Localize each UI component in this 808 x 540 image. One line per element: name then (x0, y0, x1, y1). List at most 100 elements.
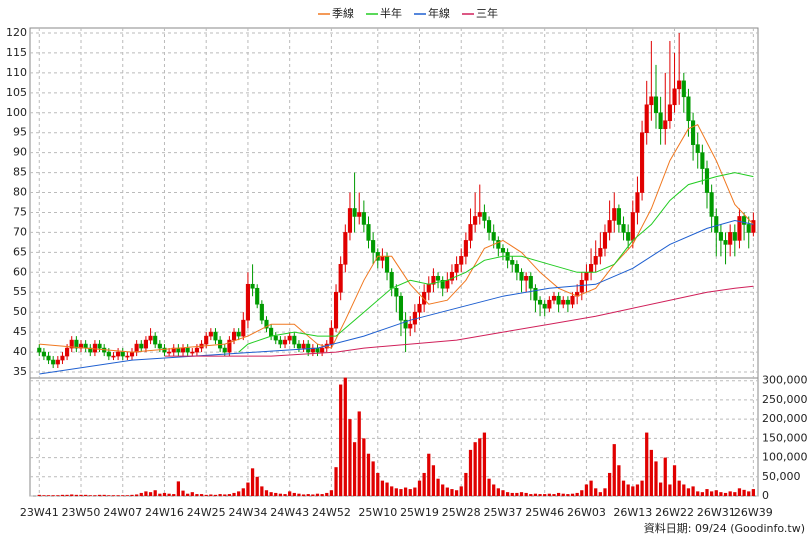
candle-body (343, 232, 348, 265)
volume-bar (274, 492, 278, 496)
candle-body (426, 283, 431, 293)
candle-body (681, 80, 686, 98)
candle-body (700, 152, 705, 169)
candle-body (449, 272, 455, 281)
candle-body (644, 104, 649, 134)
candle-body (236, 331, 241, 337)
volume-bar (56, 495, 60, 496)
candle-body (626, 232, 631, 241)
volume-bar (492, 484, 496, 496)
volume-bar (46, 495, 51, 496)
y2-tick-label: 200,000 (762, 412, 808, 425)
volume-bar (552, 494, 556, 496)
volume-bar (686, 488, 691, 496)
volume-bar (533, 493, 538, 496)
y-tick-label: 100 (6, 106, 27, 119)
candle-body (723, 240, 728, 245)
volume-bar (640, 480, 644, 496)
volume-bar (352, 442, 357, 496)
volume-bar (524, 492, 528, 496)
volume-bar (635, 484, 640, 496)
volume-bar (362, 438, 366, 496)
volume-bar (478, 438, 482, 496)
candle-body (231, 331, 237, 341)
volume-bar (751, 489, 755, 496)
y-tick-label: 75 (13, 205, 27, 218)
volume-bar (153, 490, 157, 496)
volume-bar (51, 495, 55, 496)
volume-bar (176, 481, 181, 496)
volume-bar (348, 419, 352, 496)
candle-body (338, 264, 343, 293)
candle-body (538, 299, 543, 305)
volume-bar (311, 494, 315, 496)
y-tick-label: 70 (13, 225, 27, 238)
volume-bar (227, 494, 232, 496)
candle-body (97, 343, 102, 349)
y-tick-label: 95 (13, 126, 27, 139)
y2-tick-label: 0 (762, 489, 769, 502)
candle-body (389, 272, 394, 289)
volume-bar (283, 494, 287, 496)
candle-body (584, 272, 589, 281)
y-tick-label: 120 (6, 26, 27, 39)
volume-bar (292, 492, 296, 496)
candle-body (704, 168, 710, 193)
volume-bar (538, 494, 542, 496)
volume-bar (371, 461, 375, 496)
volume-bar (510, 492, 514, 496)
volume-bar (710, 491, 714, 496)
volume-bar (60, 494, 65, 496)
candle-body (533, 287, 538, 301)
volume-bar (747, 491, 751, 496)
candle-body (190, 351, 195, 354)
candle-body (686, 96, 691, 122)
candle-body (612, 208, 617, 221)
candle-body (547, 299, 552, 309)
volume-bar (93, 495, 97, 496)
x-tick-label: 25W28 (442, 506, 481, 519)
volume-bar (580, 490, 584, 496)
volume-bar (399, 489, 403, 496)
volume-bar (417, 480, 422, 496)
volume-bar (255, 476, 259, 496)
x-tick-label: 24W43 (270, 506, 309, 519)
volume-bar (459, 486, 463, 496)
candle-body (157, 343, 162, 349)
volume-bar (97, 494, 102, 496)
candle-body (213, 331, 218, 341)
volume-bar (315, 493, 320, 496)
volume-bar (334, 467, 338, 496)
candle-body (463, 240, 468, 257)
volume-bar (181, 490, 185, 496)
volume-bar (501, 490, 505, 496)
candle-body (616, 208, 621, 225)
candle-body (347, 208, 353, 233)
candle-body (565, 299, 570, 305)
volume-bar (677, 480, 681, 496)
candle-body (431, 275, 436, 285)
candle-body (301, 343, 306, 349)
volume-bar (403, 487, 408, 496)
candle-body (46, 355, 51, 361)
volume-bar (74, 494, 78, 496)
candle-body (519, 272, 524, 281)
volume-bar (663, 457, 667, 496)
volume-bar (218, 494, 222, 496)
volume-bar (427, 453, 431, 496)
candle-body (129, 351, 135, 357)
candle-body (486, 220, 492, 233)
candle-body (41, 351, 46, 357)
candle-body (394, 287, 399, 297)
candle-body (408, 323, 413, 329)
candle-body (658, 112, 663, 130)
volume-bar (482, 432, 487, 496)
volume-bar (422, 472, 426, 496)
candle-body (106, 351, 111, 357)
candle-body (630, 212, 635, 241)
candle-body (435, 275, 441, 281)
candle-body (148, 335, 153, 341)
volume-bar (696, 491, 700, 496)
volume-bar (556, 492, 561, 496)
volume-bar (278, 493, 283, 496)
